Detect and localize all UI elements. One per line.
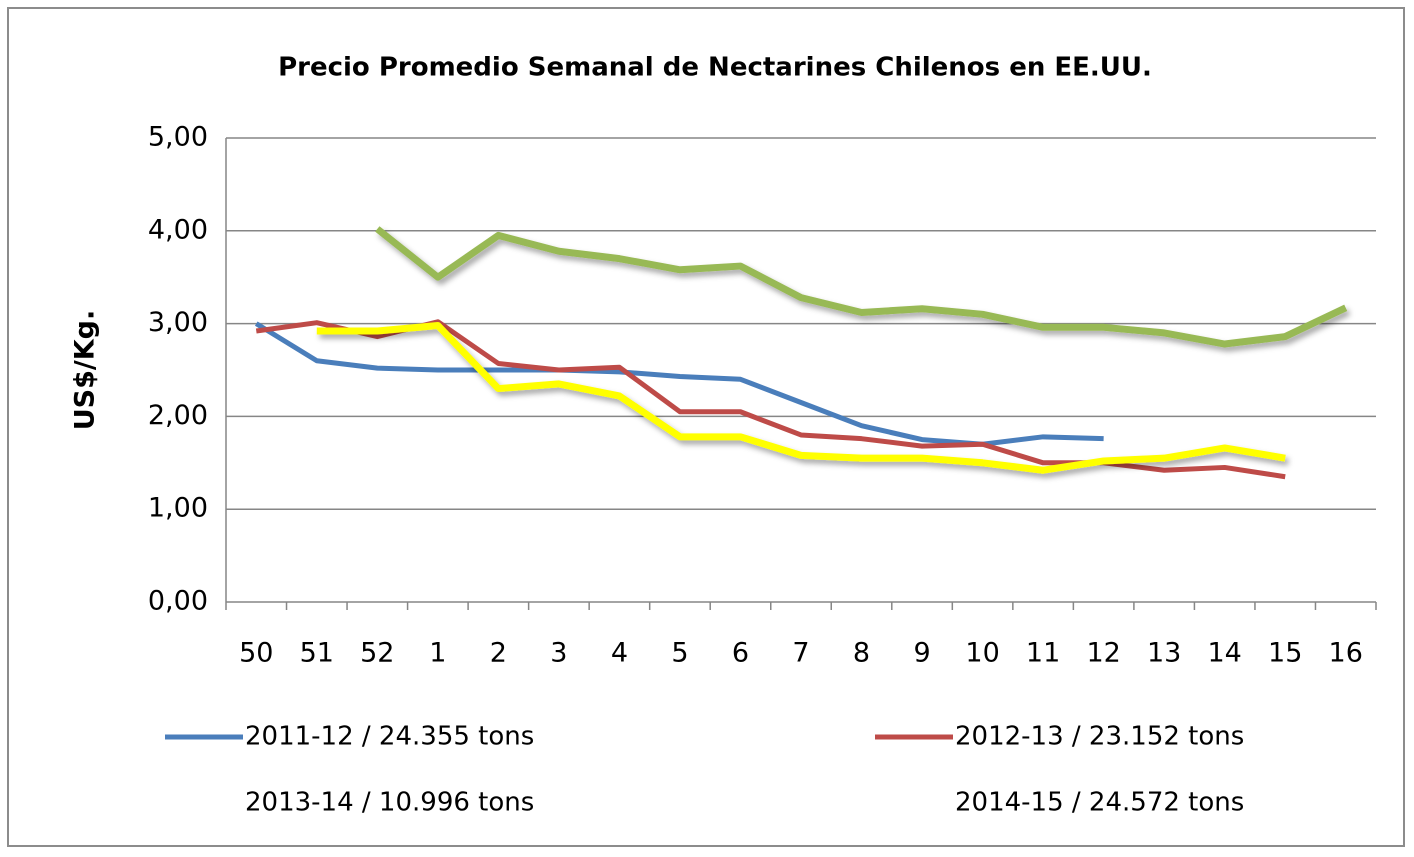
y-tick-label: 5,00	[148, 122, 208, 153]
y-tick-label: 2,00	[148, 400, 208, 431]
legend-label: 2014-15 / 24.572 tons	[955, 788, 1244, 818]
y-tick-label: 3,00	[148, 307, 208, 338]
series-line	[316, 321, 1286, 474]
series-line	[375, 226, 1348, 348]
x-tick-label: 51	[300, 638, 334, 669]
y-tick-label: 0,00	[148, 586, 208, 617]
x-tick-label: 9	[913, 638, 930, 669]
x-tick-label: 5	[671, 638, 688, 669]
legend-label: 2012-13 / 23.152 tons	[955, 722, 1244, 752]
x-tick-label: 7	[792, 638, 809, 669]
x-tick-label: 1	[429, 638, 446, 669]
x-tick-label: 2	[490, 638, 507, 669]
legend-label: 2013-14 / 10.996 tons	[245, 788, 534, 818]
x-tick-label: 6	[732, 638, 749, 669]
x-tick-label: 10	[965, 638, 999, 669]
x-tick-label: 14	[1208, 638, 1242, 669]
x-tick-label: 13	[1147, 638, 1181, 669]
y-axis-label: US$/Kg.	[70, 310, 101, 431]
x-tick-label: 52	[360, 638, 394, 669]
x-tick-label: 12	[1086, 638, 1120, 669]
chart-title: Precio Promedio Semanal de Nectarines Ch…	[278, 53, 1152, 83]
chart-frame	[7, 7, 1405, 847]
x-tick-label: 11	[1026, 638, 1060, 669]
legend-label: 2011-12 / 24.355 tons	[245, 722, 534, 752]
x-tick-label: 4	[611, 638, 628, 669]
x-tick-label: 50	[239, 638, 273, 669]
x-tick-label: 8	[853, 638, 870, 669]
x-tick-label: 15	[1268, 638, 1302, 669]
y-tick-label: 1,00	[148, 493, 208, 524]
x-tick-label: 3	[550, 638, 567, 669]
y-tick-label: 4,00	[148, 214, 208, 245]
x-tick-label: 16	[1329, 638, 1363, 669]
